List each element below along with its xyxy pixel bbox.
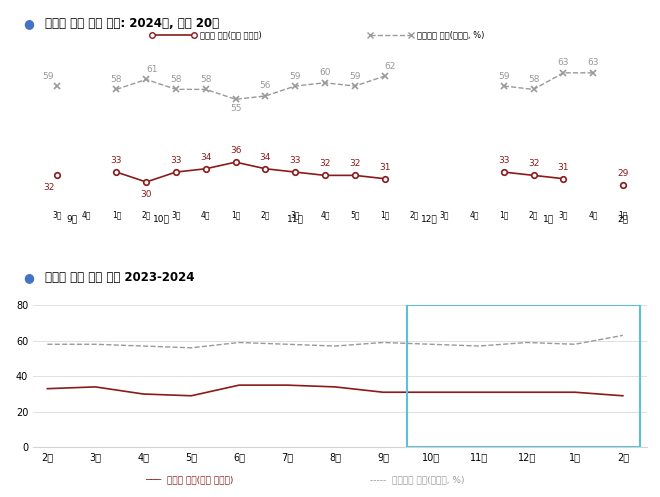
Text: 63: 63 (587, 58, 599, 67)
Text: 58: 58 (200, 75, 212, 84)
Text: 56: 56 (259, 82, 271, 90)
Text: 2주: 2주 (529, 210, 539, 219)
Text: 4주: 4주 (589, 210, 598, 219)
Text: 3주: 3주 (52, 210, 61, 219)
Text: 2주: 2주 (141, 210, 151, 219)
Bar (407, 305, 640, 447)
Text: 55: 55 (230, 104, 242, 113)
Text: ───  잘하고 있다(직무 긍정률): ─── 잘하고 있다(직무 긍정률) (145, 476, 234, 485)
Text: 58: 58 (170, 75, 182, 84)
Text: 30: 30 (141, 190, 152, 199)
Text: 31: 31 (558, 163, 569, 172)
Text: 58: 58 (528, 75, 539, 84)
Text: ●: ● (23, 271, 34, 284)
Text: 1주: 1주 (380, 210, 389, 219)
Text: 12월: 12월 (421, 214, 438, 224)
Text: 1월: 1월 (543, 214, 554, 224)
Text: 5주: 5주 (350, 210, 360, 219)
Text: 잘못하고 있다(부정률, %): 잘못하고 있다(부정률, %) (417, 30, 484, 39)
Text: 32: 32 (349, 160, 360, 168)
Text: 4주: 4주 (320, 210, 330, 219)
Text: 59: 59 (290, 72, 301, 81)
Text: 36: 36 (230, 146, 242, 155)
Text: 59: 59 (43, 72, 54, 81)
Text: 잘하고 있다(직무 긍정률): 잘하고 있다(직무 긍정률) (200, 30, 261, 39)
Text: 4주: 4주 (201, 210, 211, 219)
Text: 29: 29 (617, 169, 629, 178)
Text: 33: 33 (498, 156, 510, 165)
Text: 1주: 1주 (499, 210, 508, 219)
Text: 2주: 2주 (261, 210, 270, 219)
Text: 3주: 3주 (558, 210, 568, 219)
Text: 1주: 1주 (231, 210, 240, 219)
Text: 3주: 3주 (290, 210, 300, 219)
Text: 32: 32 (319, 160, 331, 168)
Text: 31: 31 (379, 163, 390, 172)
Text: 4주: 4주 (82, 210, 91, 219)
Text: 10월: 10월 (152, 214, 170, 224)
Text: -----  잘못하고 있다(부정률, %): ----- 잘못하고 있다(부정률, %) (370, 476, 464, 485)
Text: 62: 62 (385, 62, 396, 71)
Text: 63: 63 (558, 58, 569, 67)
Text: 34: 34 (200, 153, 211, 162)
Text: 3주: 3주 (172, 210, 181, 219)
Text: 33: 33 (170, 156, 182, 165)
Text: 2주: 2주 (410, 210, 419, 219)
Text: 2월: 2월 (618, 214, 628, 224)
Text: 33: 33 (290, 156, 301, 165)
Text: 59: 59 (349, 72, 360, 81)
Text: 9월: 9월 (66, 214, 77, 224)
Text: 대통령 직무 수행 평가: 2024년, 최근 20주: 대통령 직무 수행 평가: 2024년, 최근 20주 (45, 17, 219, 30)
Text: 대통령 직무 수행 평가 2023-2024: 대통령 직무 수행 평가 2023-2024 (45, 271, 195, 284)
Text: 1주: 1주 (112, 210, 121, 219)
Text: 4주: 4주 (469, 210, 478, 219)
Text: 34: 34 (260, 153, 271, 162)
Text: 32: 32 (528, 160, 539, 168)
Text: 1주: 1주 (618, 210, 628, 219)
Text: 3주: 3주 (440, 210, 449, 219)
Text: 33: 33 (111, 156, 122, 165)
Text: 32: 32 (43, 183, 54, 192)
Text: 60: 60 (319, 68, 331, 77)
Text: 61: 61 (146, 65, 158, 74)
Text: ●: ● (23, 17, 34, 30)
Text: 58: 58 (111, 75, 122, 84)
Text: 59: 59 (498, 72, 510, 81)
Text: 11월: 11월 (286, 214, 304, 224)
